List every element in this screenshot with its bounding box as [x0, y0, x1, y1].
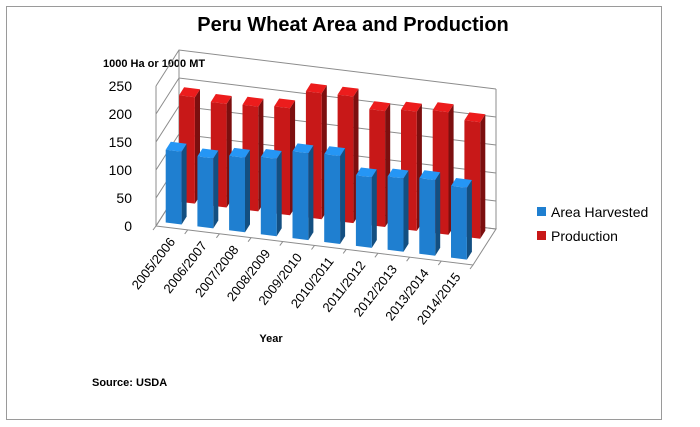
legend-label: Area Harvested	[551, 204, 648, 220]
bar-front-face	[292, 151, 309, 241]
bar-top-face	[165, 141, 187, 152]
bar-front-face	[229, 155, 245, 233]
bar-side-face	[371, 169, 377, 248]
x-tick	[406, 256, 411, 262]
bar-top-face	[197, 148, 219, 159]
gridline	[155, 49, 497, 90]
legend-swatch	[537, 231, 546, 240]
axes	[152, 50, 497, 270]
bar-top-face	[355, 167, 377, 178]
x-axis-title: Year	[259, 333, 283, 345]
bar-area-harvested	[355, 167, 377, 248]
x-tick-labels: 2005/20062006/20072007/20082008/20092009…	[129, 235, 464, 328]
bar-top-face	[369, 101, 391, 112]
x-tick	[342, 249, 347, 254]
bar-area-harvested	[324, 146, 346, 244]
y-tick-label: 0	[124, 218, 132, 234]
y-tick-label: 100	[109, 162, 133, 178]
chart-title: Peru Wheat Area and Production	[197, 14, 509, 36]
bar-side-face	[466, 180, 472, 260]
bar-front-face	[419, 178, 436, 256]
legend-label: Production	[551, 228, 618, 244]
bar-top-face	[387, 168, 409, 179]
bar-top-face	[401, 101, 422, 112]
bar-front-face	[324, 154, 341, 244]
bar-top-face	[179, 87, 200, 98]
bar-front-face	[260, 157, 277, 237]
bars	[165, 83, 486, 260]
x-tick	[247, 237, 252, 242]
bar-top-face	[229, 147, 250, 158]
x-tick	[184, 229, 189, 235]
x-tick	[311, 245, 315, 250]
bar-side-face	[435, 172, 441, 256]
x-tick	[374, 253, 379, 258]
x-tick	[152, 225, 157, 231]
bar-area-harvested	[451, 178, 472, 260]
y-tick-labels: 0 50 100 150 200 250	[109, 78, 133, 234]
bar-front-face	[387, 176, 404, 252]
bar-front-face	[355, 175, 372, 248]
bar-front-face	[165, 149, 182, 225]
legend: Area Harvested Production	[537, 204, 648, 244]
bar-side-face	[340, 148, 346, 244]
x-tick	[215, 233, 220, 239]
source-note: Source: USDA	[92, 377, 167, 389]
legend-swatch	[537, 207, 546, 216]
bar-top-face	[292, 143, 314, 154]
y-tick-label: 50	[116, 190, 132, 206]
bar-area-harvested	[165, 141, 187, 225]
bar-top-face	[464, 112, 486, 123]
bar-area-harvested	[292, 143, 314, 241]
y-tick-label: 250	[109, 78, 133, 94]
bar-area-harvested	[197, 148, 219, 229]
bar-side-face	[213, 150, 219, 229]
bar-area-harvested	[260, 149, 282, 237]
y-axis-unit-label: 1000 Ha or 1000 MT	[103, 58, 205, 70]
bar-top-face	[242, 96, 264, 107]
y-tick-label: 200	[109, 106, 133, 122]
bar-top-face	[210, 94, 232, 104]
bar-area-harvested	[419, 170, 441, 256]
bar-side-face	[480, 114, 486, 239]
y-tick-label: 150	[109, 134, 133, 150]
bar-top-face	[451, 178, 472, 188]
x-tick	[437, 260, 442, 266]
bar-top-face	[305, 83, 327, 94]
bar-top-face	[260, 149, 282, 159]
bar-side-face	[276, 151, 282, 237]
bar-area-harvested	[387, 168, 409, 252]
bar-front-face	[197, 156, 214, 229]
bar-top-face	[419, 170, 441, 181]
bar-side-face	[403, 170, 409, 252]
x-tick	[469, 264, 474, 270]
x-tick	[279, 241, 284, 246]
bar-top-face	[274, 98, 296, 109]
bar-top-face	[432, 102, 454, 113]
bar-side-face	[181, 143, 187, 225]
bar-top-face	[337, 86, 359, 97]
bar-side-face	[308, 145, 314, 241]
bar-top-face	[324, 146, 346, 157]
bar-front-face	[451, 186, 467, 260]
bar-area-harvested	[229, 147, 250, 233]
bar-side-face	[245, 149, 250, 233]
